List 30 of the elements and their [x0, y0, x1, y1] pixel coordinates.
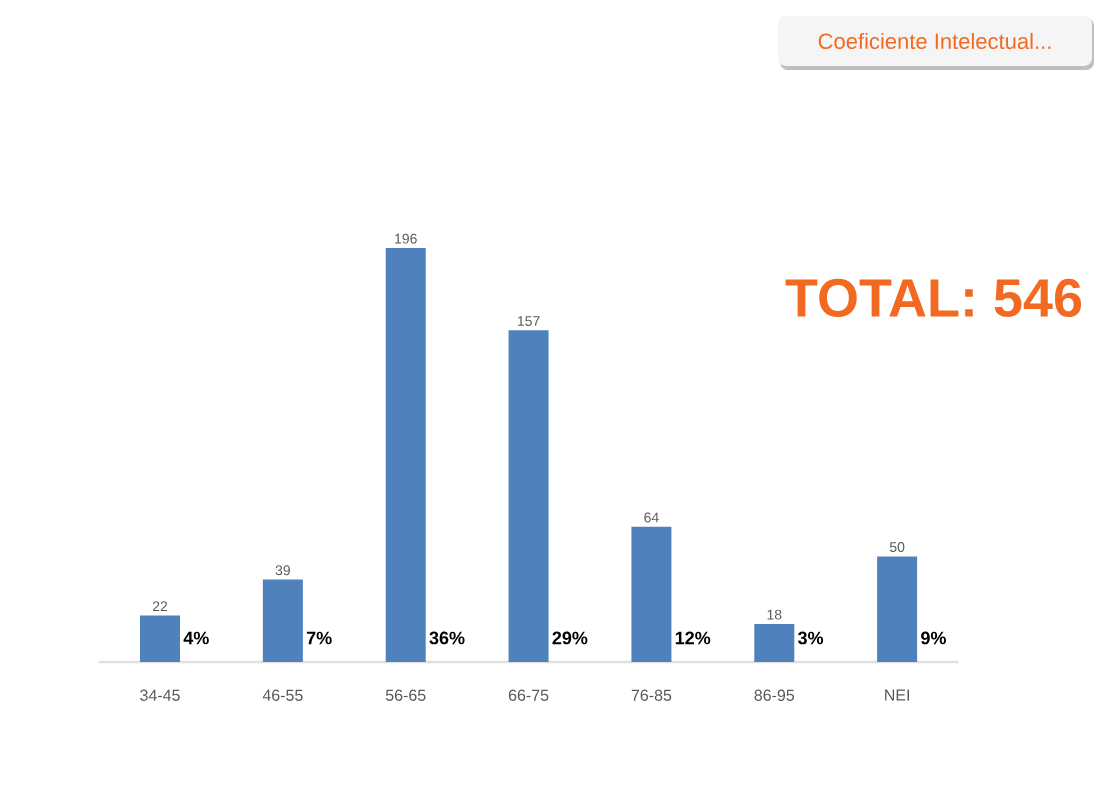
- bar: [262, 579, 303, 662]
- annotation: 4%: [183, 631, 209, 645]
- data-label: 39: [275, 565, 290, 576]
- data-label: 196: [395, 233, 417, 244]
- x-tick-label: 66-75: [508, 689, 549, 701]
- bar: [877, 556, 918, 662]
- data-label: 18: [767, 609, 782, 620]
- annotation: 9%: [921, 631, 946, 645]
- annotation: 3%: [797, 631, 824, 645]
- data-label: 50: [889, 542, 905, 552]
- annotation: 7%: [306, 631, 332, 645]
- bar: [508, 330, 549, 662]
- annotation: 29%: [552, 631, 588, 645]
- bar: [631, 526, 672, 662]
- x-tick-label: 34-45: [140, 689, 180, 701]
- x-tick-label: 46-55: [262, 689, 303, 701]
- x-tick-label: 86-95: [754, 689, 795, 701]
- annotation: 36%: [429, 631, 465, 645]
- annotation: TOTAL: 546: [785, 278, 1082, 318]
- data-label: 157: [517, 316, 540, 326]
- x-tick-label: NEI: [885, 689, 909, 701]
- data-label: 22: [152, 601, 168, 612]
- annotation: 12%: [675, 631, 711, 645]
- data-label: 64: [644, 512, 659, 523]
- bar: [754, 623, 795, 662]
- bar: [140, 615, 180, 662]
- x-tick-label: 56-65: [385, 689, 426, 701]
- bar: [385, 247, 426, 662]
- x-tick-label: 76-85: [631, 689, 672, 701]
- chart-title: Coeficiente Intelectual...: [818, 32, 1051, 50]
